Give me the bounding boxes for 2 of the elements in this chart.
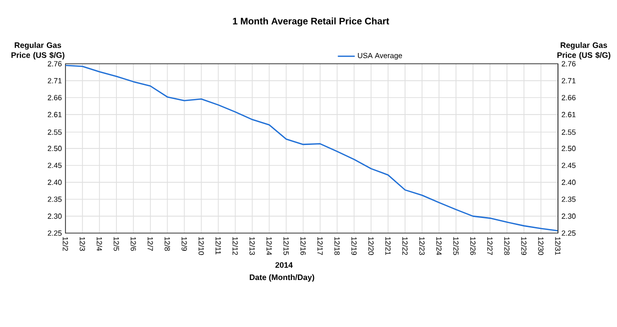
line-series — [65, 64, 558, 232]
chart-title: 1 Month Average Retail Price Chart — [233, 18, 390, 26]
